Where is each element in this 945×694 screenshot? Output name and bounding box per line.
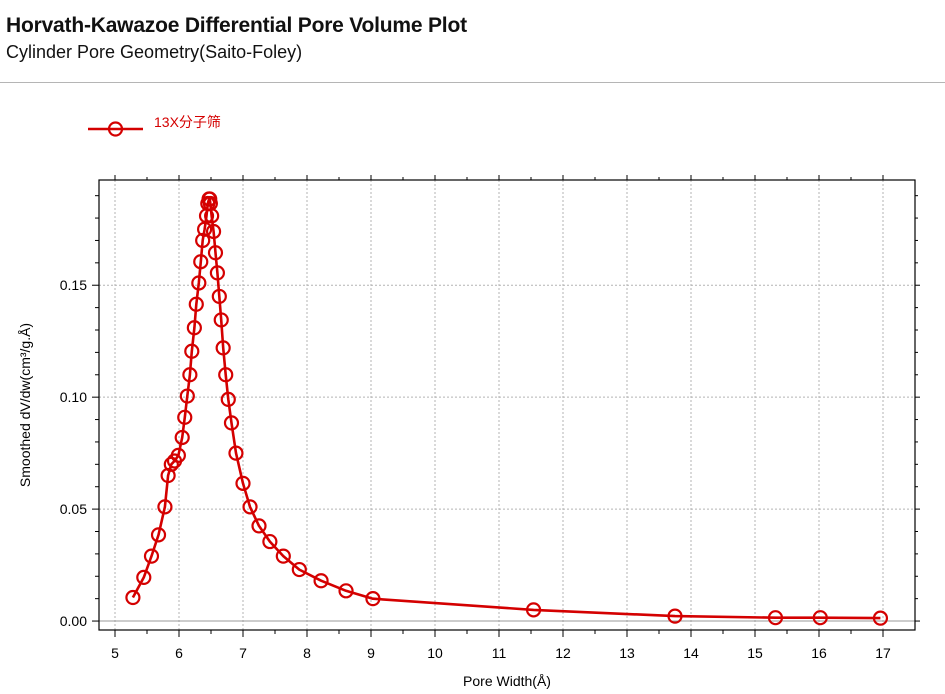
data-point [186,320,202,336]
data-point [228,445,244,461]
x-tick-label: 12 [555,645,571,661]
data-point [174,429,190,446]
data-point [251,518,267,534]
data-point [150,527,167,543]
data-point [215,340,231,356]
data-point [211,288,227,305]
axes [92,175,920,637]
data-point [313,573,329,589]
data-point [242,499,258,515]
data-point [207,245,224,261]
data-point [223,415,240,431]
x-tick-label: 16 [811,645,827,661]
legend-label: 13X分子筛 [154,114,221,130]
data-point [170,447,186,463]
x-tick-label: 10 [427,645,443,661]
x-tick-label: 17 [875,645,891,661]
x-tick-label: 7 [239,645,247,661]
data-point [193,254,209,270]
x-tick-label: 15 [747,645,763,661]
data-point [767,610,784,626]
grid [99,180,915,630]
data-point [291,561,307,578]
chart-subtitle: Cylinder Pore Geometry(Saito-Foley) [6,42,303,62]
x-tick-label: 13 [619,645,635,661]
x-tick-label: 8 [303,645,311,661]
series-line [131,197,881,620]
x-tick-label: 6 [175,645,183,661]
data-point [143,548,160,564]
data-point [218,367,234,383]
data-point [812,610,828,626]
y-tick-label: 0.10 [60,389,87,405]
data-point [188,296,204,312]
x-axis-label: Pore Width(Å) [463,673,551,689]
x-tick-label: 14 [683,645,699,661]
data-point [220,391,236,408]
data-point [177,409,193,425]
series [125,191,889,626]
data-point [235,475,251,491]
y-axis-label: Smoothed dV/dw(cm³/g.Å) [17,323,33,487]
data-point [182,367,198,383]
legend-swatch-marker [107,121,124,137]
data-point [275,548,291,564]
y-tick-label: 0.05 [60,501,87,517]
legend: 13X分子筛 [88,114,221,137]
data-point [338,583,354,599]
data-point [191,275,207,291]
data-point [136,569,152,585]
data-point [365,591,381,607]
data-point [213,312,229,328]
header-divider [0,82,945,83]
plot-frame [98,179,916,631]
x-tick-label: 5 [111,645,119,661]
x-tick-label: 9 [367,645,375,661]
data-point [179,388,195,404]
data-point [667,608,683,624]
y-tick-label: 0.15 [60,277,87,293]
data-point [205,223,222,240]
data-point [209,265,225,281]
data-point [195,232,211,249]
data-point [872,610,889,626]
data-point [184,343,200,359]
data-point [525,602,542,618]
data-point [262,533,278,550]
y-tick-label: 0.00 [60,613,87,629]
data-point [204,208,220,224]
data-point [125,589,141,606]
x-tick-label: 11 [492,645,507,661]
chart-title: Horvath-Kawazoe Differential Pore Volume… [6,14,467,37]
data-point [157,499,173,515]
axis-labels: 5 6 7 8 9 10 11 12 13 14 15 16 17 0.00 0.05 0.10 0.15 Por… [17,277,891,689]
